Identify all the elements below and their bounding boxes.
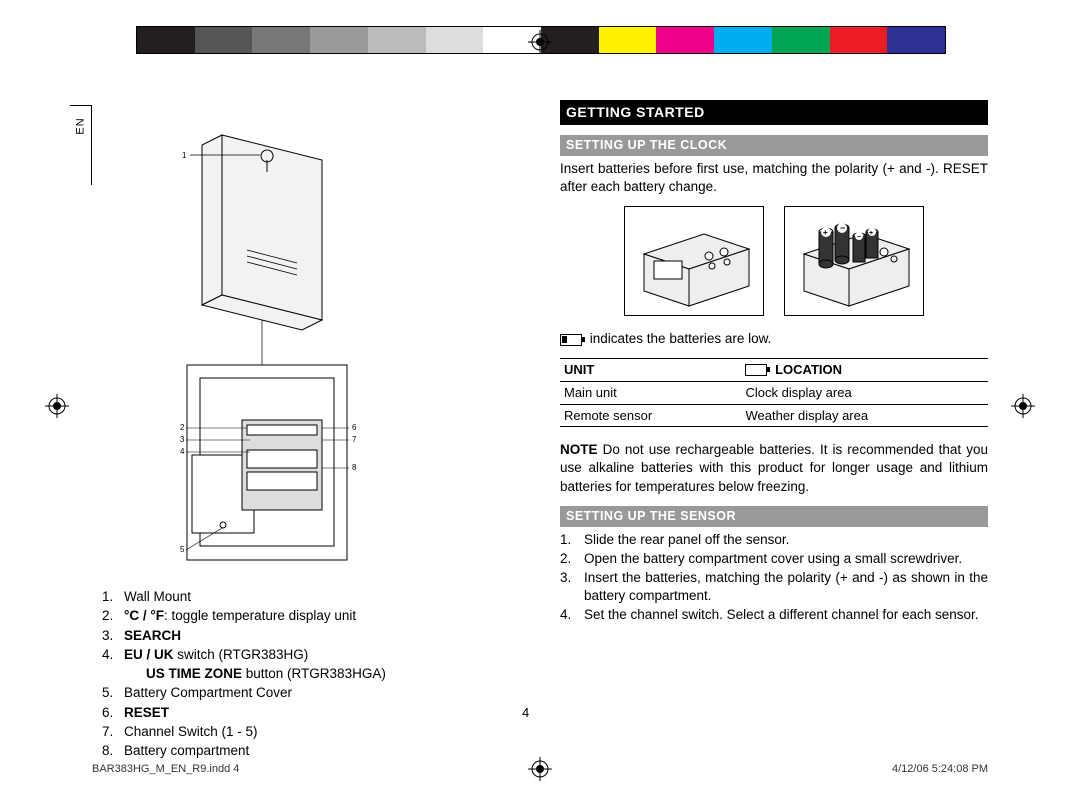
parts-list-item: 5.Battery Compartment Cover (102, 684, 520, 702)
section-title: GETTING STARTED (560, 100, 988, 125)
page-content: 1 2 3 4 5 6 7 8 1.Wall Mo (92, 100, 988, 720)
clock-subtitle: SETTING UP THE CLOCK (560, 135, 988, 156)
language-tab: EN (70, 105, 92, 185)
reg-mark-icon (528, 757, 552, 781)
parts-list-item: 3.SEARCH (102, 627, 520, 645)
parts-list-item: 2.°C / °F: toggle temperature display un… (102, 607, 520, 625)
svg-text:4: 4 (180, 447, 185, 456)
parts-list: 1.Wall Mount2.°C / °F: toggle temperatur… (92, 588, 520, 760)
language-code: EN (75, 117, 87, 134)
clock-para: Insert batteries before first use, match… (560, 160, 988, 196)
parts-list-item: 1.Wall Mount (102, 588, 520, 606)
sensor-step-item: 4.Set the channel switch. Select a diffe… (560, 606, 988, 624)
svg-text:3: 3 (180, 435, 185, 444)
sensor-steps-list: 1.Slide the rear panel off the sensor.2.… (560, 531, 988, 625)
table-header-location: LOCATION (741, 359, 988, 382)
table-header-unit: UNIT (560, 359, 741, 382)
battery-icon (745, 364, 767, 376)
low-battery-text: indicates the batteries are low. (590, 331, 772, 346)
reg-mark-icon (45, 394, 69, 418)
battery-low-icon (560, 334, 582, 346)
parts-list-item: 7.Channel Switch (1 - 5) (102, 723, 520, 741)
svg-text:6: 6 (352, 423, 357, 432)
device-back-diagram: 1 2 3 4 5 6 7 8 (92, 120, 382, 575)
table-row: Main unit Clock display area (560, 381, 988, 404)
parts-list-item: 4.EU / UK switch (RTGR383HG) (102, 646, 520, 664)
footer-timestamp: 4/12/06 5:24:08 PM (892, 763, 988, 775)
reg-mark-icon (1011, 394, 1035, 418)
svg-text:5: 5 (180, 545, 185, 554)
sensor-step-item: 3.Insert the batteries, matching the pol… (560, 569, 988, 605)
svg-text:+: + (823, 228, 828, 237)
note-label: NOTE (560, 442, 598, 457)
sensor-subtitle: SETTING UP THE SENSOR (560, 506, 988, 527)
page-number: 4 (522, 705, 529, 720)
svg-text:7: 7 (352, 435, 357, 444)
svg-text:1: 1 (182, 151, 187, 160)
low-battery-line: indicates the batteries are low. (560, 330, 988, 348)
footer-filename: BAR383HG_M_EN_R9.indd 4 (92, 763, 239, 775)
sensor-step-item: 1.Slide the rear panel off the sensor. (560, 531, 988, 549)
left-column: 1 2 3 4 5 6 7 8 1.Wall Mo (92, 100, 520, 720)
svg-text:2: 2 (180, 423, 185, 432)
battery-fig-open: + − − + (784, 206, 924, 316)
table-row: Remote sensor Weather display area (560, 404, 988, 427)
unit-location-table: UNIT LOCATION Main unit Clock display ar… (560, 358, 988, 427)
battery-fig-closed (624, 206, 764, 316)
right-column: GETTING STARTED SETTING UP THE CLOCK Ins… (560, 100, 988, 720)
parts-list-item: 8.Battery compartment (102, 742, 520, 760)
svg-text:+: + (869, 230, 873, 237)
note-block: NOTE Do not use rechargeable batteries. … (560, 441, 988, 496)
note-text: Do not use rechargeable batteries. It is… (560, 442, 988, 493)
battery-figures: + − − + (560, 206, 988, 316)
sensor-step-item: 2.Open the battery compartment cover usi… (560, 550, 988, 568)
svg-text:−: − (857, 234, 861, 241)
svg-text:8: 8 (352, 463, 357, 472)
parts-list-item: US TIME ZONE button (RTGR383HGA) (102, 665, 520, 683)
reg-mark-icon (528, 30, 552, 54)
svg-text:−: − (840, 223, 845, 233)
parts-list-item: 6.RESET (102, 704, 520, 722)
